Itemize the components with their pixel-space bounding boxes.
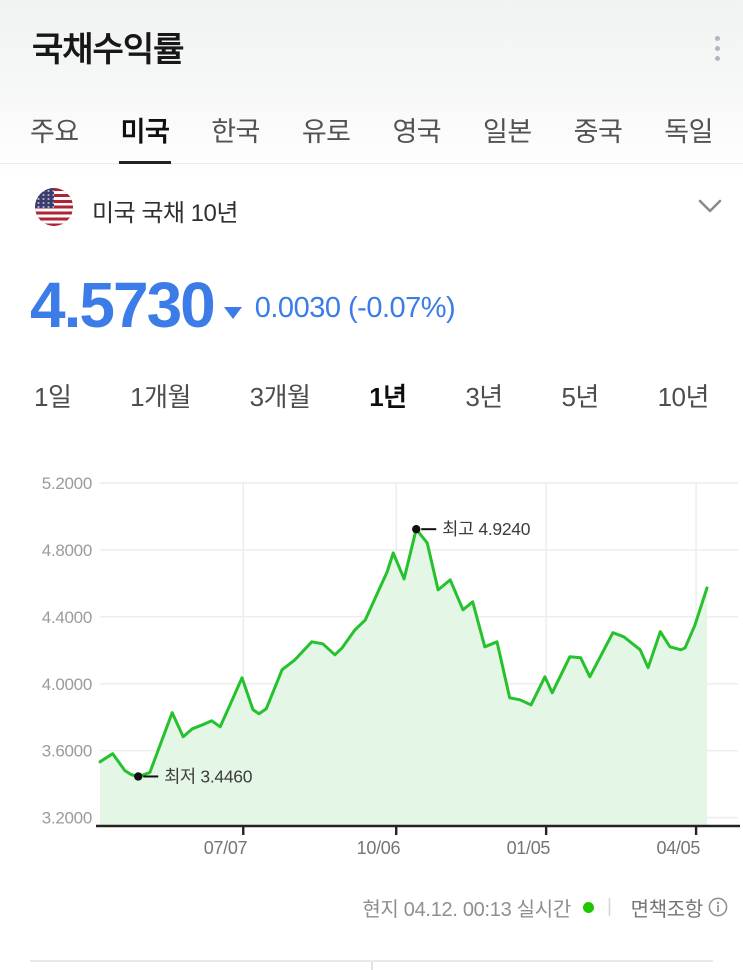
period-tabs: 1일 1개월 3개월 1년 3년 5년 10년	[0, 366, 743, 424]
country-tab-중국[interactable]: 중국	[574, 96, 623, 163]
x-axis-label: 01/05	[507, 838, 551, 858]
country-tab-일본[interactable]: 일본	[483, 96, 532, 163]
x-axis-label: 07/07	[204, 838, 248, 858]
chevron-down-icon[interactable]	[695, 196, 725, 218]
max-annotation-dot	[412, 524, 421, 534]
price-change: 0.0030 (-0.07%)	[254, 291, 456, 324]
period-tab-5년[interactable]: 5년	[561, 377, 599, 414]
price-value: 4.5730	[30, 269, 216, 341]
us-flag-icon	[35, 188, 73, 226]
country-tab-영국[interactable]: 영국	[392, 96, 441, 163]
footer-divider: |	[606, 896, 612, 917]
quote-block: 4.5730 0.0030 (-0.07%)	[30, 268, 456, 342]
disclaimer-label: 면책조항	[630, 898, 704, 921]
y-axis-label: 4.8000	[42, 541, 92, 560]
y-axis-label: 4.0000	[42, 675, 92, 694]
period-tab-1개월[interactable]: 1개월	[130, 377, 191, 414]
period-tab-1년[interactable]: 1년	[369, 377, 407, 414]
triangle-down-icon	[223, 307, 242, 319]
country-tab-주요[interactable]: 주요	[30, 96, 79, 163]
kebab-menu-icon[interactable]	[697, 24, 737, 72]
period-tab-10년[interactable]: 10년	[658, 377, 710, 414]
min-annotation-label: 최저 3.4460	[164, 766, 252, 786]
country-tab-독일[interactable]: 독일	[664, 96, 713, 163]
section-divider	[30, 960, 713, 970]
disclaimer-link[interactable]: 면책조항	[625, 892, 735, 923]
country-tab-미국[interactable]: 미국	[118, 96, 171, 164]
y-axis-label: 5.2000	[42, 474, 92, 493]
country-tabs: 주요 미국 한국 유로 영국 일본 중국 독일	[0, 96, 743, 164]
min-annotation-dot	[134, 772, 143, 781]
chart-footer: 현지 04.12. 00:13 실시간 | 면책조항	[0, 886, 743, 928]
live-indicator-dot	[582, 901, 594, 913]
period-tab-3년[interactable]: 3년	[465, 377, 503, 414]
yield-line	[98, 527, 709, 778]
x-axis-label: 04/05	[657, 838, 701, 858]
header-background	[0, 0, 743, 178]
yield-chart-svg[interactable]: 5.2000 4.8000 4.4000 4.0000 3.6000 3.2000 07/0…	[0, 458, 743, 870]
y-axis-label: 4.4000	[42, 608, 92, 627]
instrument-name: 미국 국채 10년	[92, 200, 238, 227]
y-axis-label: 3.6000	[42, 742, 92, 761]
x-axis-label: 10/06	[357, 838, 401, 858]
local-time-label: 현지 04.12. 00:13 실시간	[362, 898, 571, 921]
yield-area	[100, 529, 707, 826]
page-title: 국채수익률	[32, 31, 184, 69]
country-tab-유로[interactable]: 유로	[302, 96, 351, 163]
max-annotation-label: 최고 4.9240	[442, 519, 530, 539]
instrument-row[interactable]: 미국 국채 10년	[0, 186, 743, 236]
y-axis-label: 3.2000	[42, 809, 92, 828]
country-tab-한국[interactable]: 한국	[211, 96, 260, 163]
period-tab-3개월[interactable]: 3개월	[250, 377, 311, 414]
info-circle-icon	[708, 897, 728, 917]
period-tab-1일[interactable]: 1일	[34, 377, 72, 414]
